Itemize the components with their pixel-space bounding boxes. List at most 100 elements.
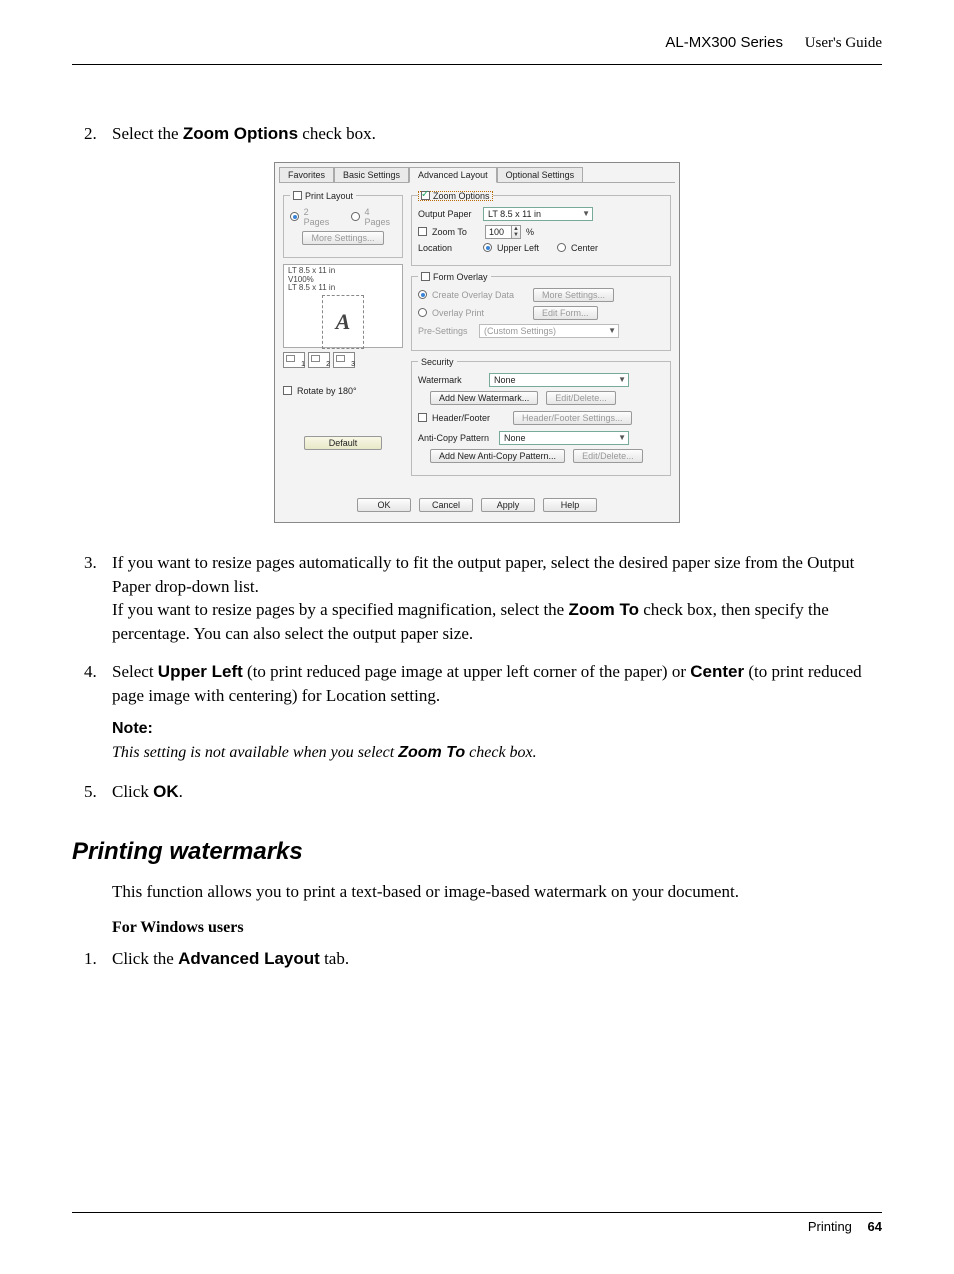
- two-pages-radio[interactable]: [290, 212, 299, 221]
- header-product: AL-MX300 Series: [665, 34, 783, 51]
- chevron-down-icon: ▼: [618, 433, 626, 442]
- pre-settings-value: (Custom Settings): [484, 326, 556, 336]
- zoom-spinner[interactable]: 100 ▲▼: [485, 225, 521, 239]
- chevron-down-icon: ▼: [618, 375, 626, 384]
- note-a: This setting is not available when you s…: [112, 744, 398, 761]
- rotate-180-label: Rotate by 180°: [297, 386, 357, 396]
- cancel-button[interactable]: Cancel: [419, 498, 473, 512]
- note-head: Note:: [112, 718, 882, 740]
- step-2-text-b: check box.: [298, 124, 376, 143]
- section-intro: This function allows you to print a text…: [112, 880, 882, 905]
- create-overlay-radio[interactable]: [418, 290, 427, 299]
- form-more-settings-button[interactable]: More Settings...: [533, 288, 614, 302]
- tab-optional-settings[interactable]: Optional Settings: [497, 167, 584, 182]
- form-overlay-legend: Form Overlay: [433, 272, 488, 282]
- tab-strip: Favorites Basic Settings Advanced Layout…: [275, 163, 679, 182]
- step-2-text-a: Select the: [112, 124, 183, 143]
- step-2-num: 2.: [72, 122, 112, 146]
- section-subhead: For Windows users: [112, 919, 882, 937]
- add-anti-copy-button[interactable]: Add New Anti-Copy Pattern...: [430, 449, 565, 463]
- section-step-1-num: 1.: [72, 947, 112, 971]
- step-2-bold: Zoom Options: [183, 124, 298, 143]
- section-step-1: 1. Click the Advanced Layout tab.: [72, 947, 882, 971]
- header-doc: User's Guide: [805, 35, 882, 51]
- zoom-pct: %: [526, 227, 534, 237]
- mini-page-3[interactable]: 3: [333, 352, 355, 368]
- chevron-down-icon: ▼: [582, 209, 590, 218]
- form-overlay-group: Form Overlay Create Overlay Data More Se…: [411, 272, 671, 351]
- tab-favorites[interactable]: Favorites: [279, 167, 334, 182]
- mini-page-1[interactable]: 1: [283, 352, 305, 368]
- header-footer-settings-button[interactable]: Header/Footer Settings...: [513, 411, 632, 425]
- zoom-to-checkbox[interactable]: [418, 227, 427, 236]
- output-paper-select[interactable]: LT 8.5 x 11 in▼: [483, 207, 593, 221]
- zoom-to-label: Zoom To: [432, 227, 480, 237]
- preview-letter: A: [336, 309, 351, 335]
- anti-copy-select[interactable]: None▼: [499, 431, 629, 445]
- print-layout-legend: Print Layout: [305, 191, 353, 201]
- output-paper-label: Output Paper: [418, 209, 478, 219]
- section-title: Printing watermarks: [72, 838, 882, 866]
- note-bold: Zoom To: [398, 744, 465, 761]
- zoom-options-legend: Zoom Options: [433, 191, 490, 201]
- print-layout-checkbox[interactable]: [293, 191, 302, 200]
- footer-rule: [72, 1212, 882, 1213]
- step-4-c: (to print reduced page image at upper le…: [243, 662, 690, 681]
- step-5-a: Click: [112, 782, 153, 801]
- section-step-1-bold: Advanced Layout: [178, 949, 320, 968]
- section-step-1-a: Click the: [112, 949, 178, 968]
- step-4-a: Select: [112, 662, 158, 681]
- step-5-bold: OK: [153, 782, 179, 801]
- location-label: Location: [418, 243, 478, 253]
- default-button[interactable]: Default: [304, 436, 382, 450]
- help-button[interactable]: Help: [543, 498, 597, 512]
- step-5-num: 5.: [72, 780, 112, 804]
- pre-settings-select[interactable]: (Custom Settings)▼: [479, 324, 619, 338]
- step-4: 4. Select Upper Left (to print reduced p…: [72, 660, 882, 764]
- watermark-value: None: [494, 375, 516, 385]
- zoom-value[interactable]: 100: [485, 225, 511, 239]
- step-2: 2. Select the Zoom Options check box.: [72, 122, 882, 146]
- overlay-print-label: Overlay Print: [432, 308, 528, 318]
- watermark-select[interactable]: None ▼: [489, 373, 629, 387]
- edit-form-button[interactable]: Edit Form...: [533, 306, 598, 320]
- mini-page-2[interactable]: 2: [308, 352, 330, 368]
- footer-page: 64: [868, 1219, 882, 1234]
- step-3-num: 3.: [72, 551, 112, 646]
- step-3-line1: If you want to resize pages automaticall…: [112, 551, 882, 599]
- header-footer-checkbox[interactable]: [418, 413, 427, 422]
- footer-chapter: Printing: [808, 1219, 852, 1234]
- watermark-label: Watermark: [418, 375, 484, 385]
- note-b: check box.: [465, 744, 537, 761]
- zoom-options-checkbox[interactable]: [421, 191, 430, 200]
- apply-button[interactable]: Apply: [481, 498, 535, 512]
- step-5: 5. Click OK.: [72, 780, 882, 804]
- add-watermark-button[interactable]: Add New Watermark...: [430, 391, 538, 405]
- step-5-b: .: [179, 782, 183, 801]
- upper-left-radio[interactable]: [483, 243, 492, 252]
- preview-page-rect: A: [322, 295, 364, 349]
- zoom-options-group: Zoom Options Output Paper LT 8.5 x 11 in…: [411, 191, 671, 266]
- header-rule: [72, 64, 882, 65]
- center-radio[interactable]: [557, 243, 566, 252]
- form-overlay-checkbox[interactable]: [421, 272, 430, 281]
- dialog-button-row: OK Cancel Apply Help: [275, 490, 679, 522]
- more-settings-button[interactable]: More Settings...: [302, 231, 383, 245]
- tab-advanced-layout[interactable]: Advanced Layout: [409, 167, 497, 183]
- four-pages-radio[interactable]: [351, 212, 360, 221]
- print-layout-group: Print Layout 2 Pages 4 Pages More Settin…: [283, 191, 403, 258]
- overlay-print-radio[interactable]: [418, 308, 427, 317]
- anti-copy-edit-delete-button[interactable]: Edit/Delete...: [573, 449, 643, 463]
- step-4-num: 4.: [72, 660, 112, 764]
- preview-line3: LT 8.5 x 11 in: [288, 284, 398, 293]
- tab-basic-settings[interactable]: Basic Settings: [334, 167, 409, 182]
- watermark-edit-delete-button[interactable]: Edit/Delete...: [546, 391, 616, 405]
- step-3-bold: Zoom To: [568, 600, 639, 619]
- two-pages-label: 2 Pages: [304, 207, 335, 227]
- step-2-body: Select the Zoom Options check box.: [112, 122, 882, 146]
- pre-settings-label: Pre-Settings: [418, 326, 474, 336]
- ok-button[interactable]: OK: [357, 498, 411, 512]
- page-footer: Printing 64: [72, 1212, 882, 1234]
- preview-box: LT 8.5 x 11 in V100% LT 8.5 x 11 in A: [283, 264, 403, 348]
- rotate-180-checkbox[interactable]: [283, 386, 292, 395]
